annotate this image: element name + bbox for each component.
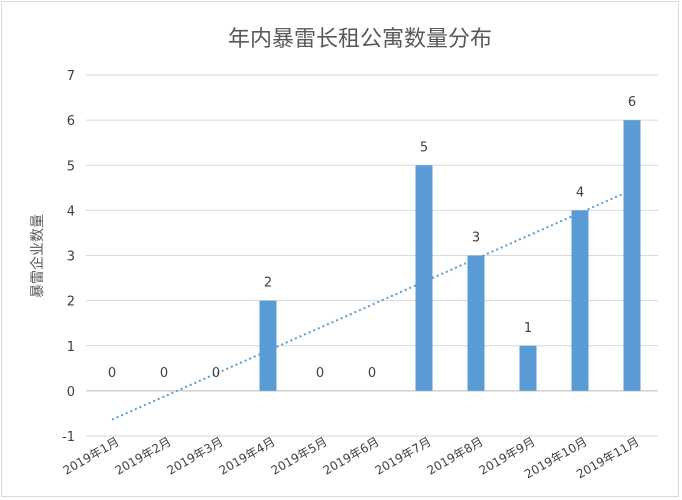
gridlines: [86, 74, 658, 437]
x-tick-label: 2019年6月: [321, 434, 382, 477]
data-label: 0: [316, 366, 324, 381]
bar: [467, 255, 485, 391]
y-tick-label: 7: [67, 69, 75, 84]
bars: [259, 120, 641, 391]
y-tick-label: 0: [67, 385, 75, 400]
y-tick-label: 5: [67, 159, 75, 174]
x-tick-label: 2019年3月: [165, 434, 226, 477]
bar: [259, 300, 277, 391]
x-tick-label: 2019年8月: [425, 434, 486, 477]
bar: [571, 210, 589, 391]
x-tick-label: 2019年5月: [269, 434, 330, 477]
data-label: 3: [472, 231, 480, 246]
x-tick-label: 2019年4月: [217, 434, 278, 477]
trendline-line: [111, 188, 633, 421]
y-tick-label: 3: [67, 250, 75, 265]
data-label: 6: [628, 95, 636, 110]
bar: [415, 165, 433, 391]
y-tick-label: -1: [62, 430, 75, 445]
y-tick-label: 2: [67, 295, 75, 310]
y-tick-label: 1: [67, 340, 75, 355]
data-label: 0: [160, 366, 168, 381]
data-label: 2: [264, 276, 272, 291]
data-label: 0: [108, 366, 116, 381]
data-label: 5: [420, 140, 428, 155]
x-tick-label: 2019年2月: [113, 434, 174, 477]
y-tick-label: 4: [67, 204, 75, 219]
y-axis-label: 暴雷企业数量: [29, 214, 46, 298]
y-axis-ticks: -1 0 1 2 3 4 5 6 7: [62, 69, 75, 445]
chart-title: 年内暴雷长租公寓数量分布: [228, 27, 492, 52]
data-labels: 0 0 0 2 0 0 5 3 1 4 6: [108, 95, 636, 381]
x-axis-ticks: 2019年1月2019年2月2019年3月2019年4月2019年5月2019年…: [61, 434, 642, 481]
data-label: 4: [576, 185, 584, 200]
data-label: 0: [368, 366, 376, 381]
x-tick-label: 2019年7月: [373, 434, 434, 477]
y-tick-label: 6: [67, 114, 75, 129]
bar: [519, 345, 537, 391]
data-label: 0: [212, 366, 220, 381]
data-label: 1: [524, 321, 532, 336]
trendline: [111, 188, 633, 421]
bar: [623, 120, 641, 391]
